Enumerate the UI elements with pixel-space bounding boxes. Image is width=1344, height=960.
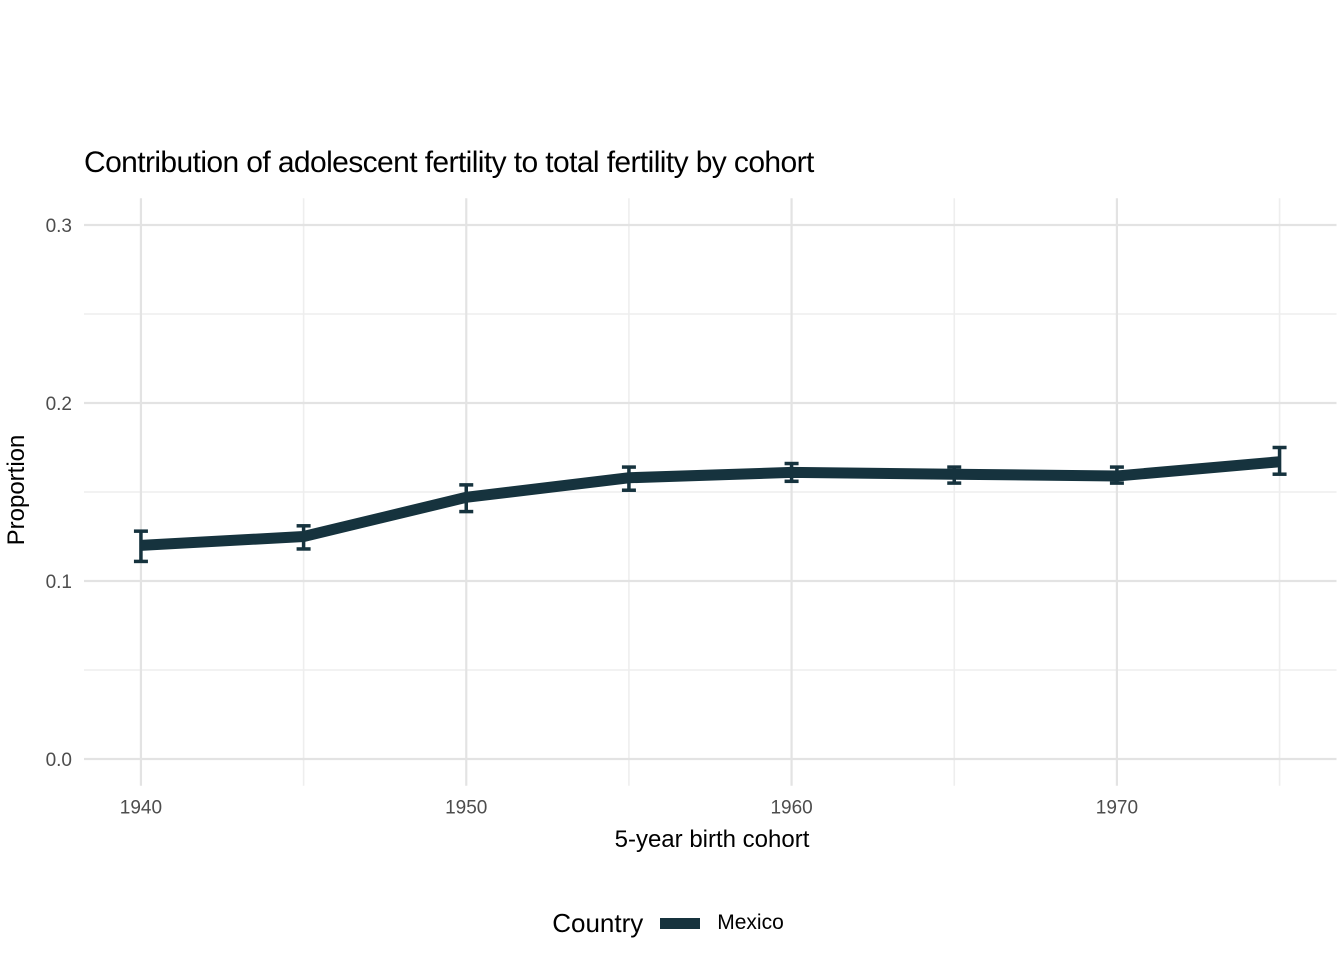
- x-tick-label: 1940: [120, 798, 162, 819]
- x-axis-title: 5-year birth cohort: [614, 826, 810, 853]
- y-tick-label: 0.3: [46, 216, 72, 237]
- x-tick-label: 1970: [1096, 798, 1138, 819]
- y-tick-label: 0.2: [46, 394, 72, 415]
- x-tick-label: 1950: [445, 798, 487, 819]
- y-tick-label: 0.1: [46, 572, 72, 593]
- data-line-mexico: [140, 456, 1281, 551]
- legend-label-mexico: Mexico: [717, 911, 784, 934]
- y-axis-title: Proportion: [3, 434, 30, 546]
- legend-title: Country: [552, 907, 644, 938]
- legend: Country Mexico: [0, 903, 1336, 943]
- legend-key-line-swatch: [660, 917, 701, 929]
- x-tick-label: 1960: [770, 798, 812, 819]
- y-tick-label: 0.0: [46, 750, 72, 771]
- chart-title: Contribution of adolescent fertility to …: [84, 146, 814, 179]
